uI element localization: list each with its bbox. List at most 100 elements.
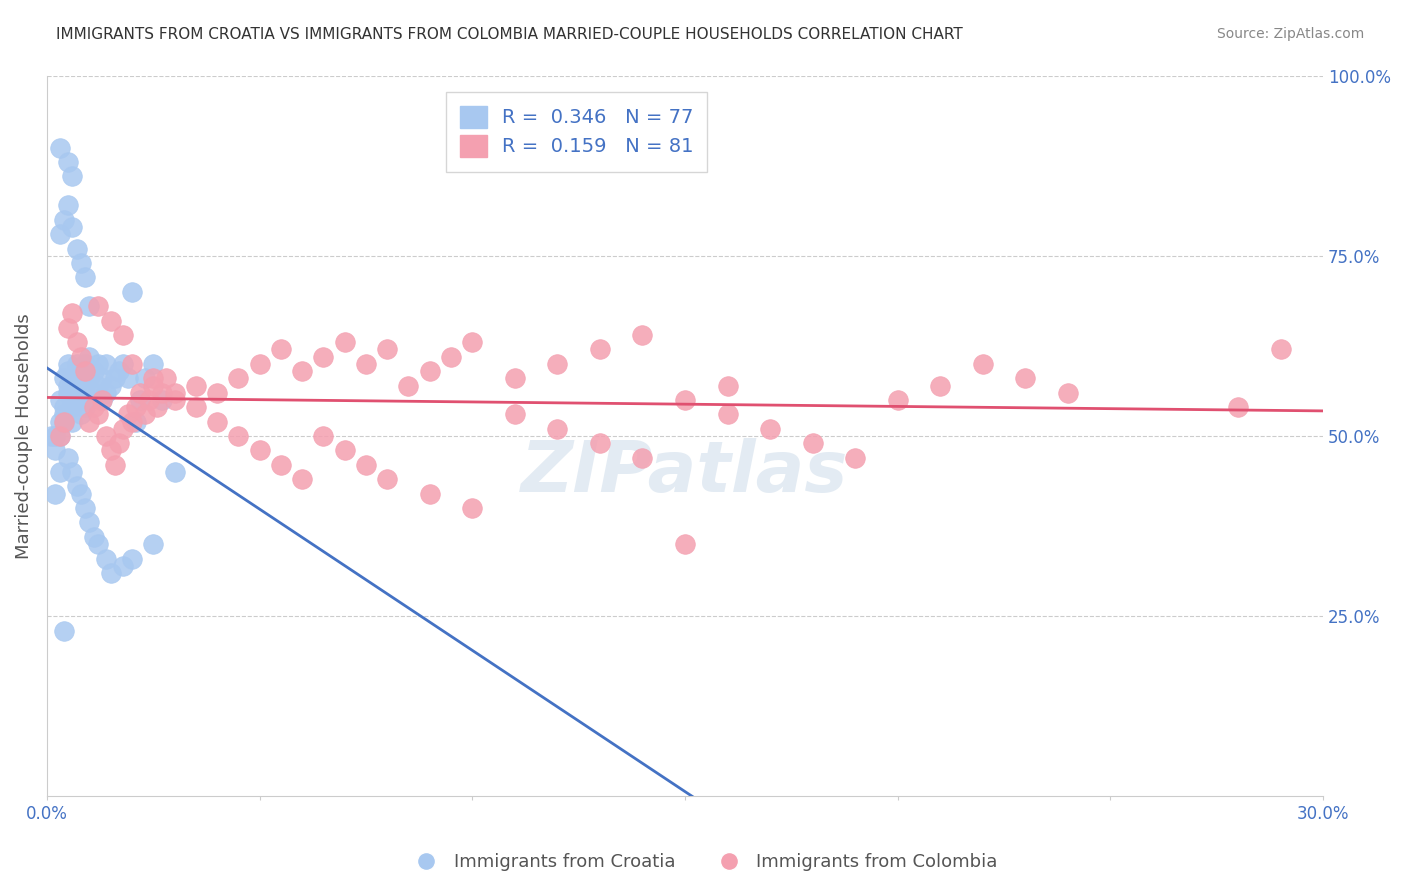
Point	[52, 212, 75, 227]
Point	[70, 256, 93, 270]
Point	[142, 378, 165, 392]
Point	[461, 335, 484, 350]
Point	[70, 408, 93, 422]
Point	[56, 450, 79, 465]
Point	[150, 392, 173, 407]
Point	[100, 566, 122, 580]
Point	[631, 450, 654, 465]
Point	[96, 429, 118, 443]
Point	[62, 169, 84, 184]
Point	[312, 429, 335, 443]
Point	[121, 357, 143, 371]
Point	[589, 343, 612, 357]
Point	[375, 343, 398, 357]
Point	[44, 443, 66, 458]
Point	[134, 408, 156, 422]
Point	[503, 408, 526, 422]
Text: IMMIGRANTS FROM CROATIA VS IMMIGRANTS FROM COLOMBIA MARRIED-COUPLE HOUSEHOLDS CO: IMMIGRANTS FROM CROATIA VS IMMIGRANTS FR…	[56, 27, 963, 42]
Point	[205, 385, 228, 400]
Point	[150, 385, 173, 400]
Point	[129, 385, 152, 400]
Point	[354, 357, 377, 371]
Point	[440, 350, 463, 364]
Point	[75, 501, 97, 516]
Point	[48, 392, 70, 407]
Point	[673, 537, 696, 551]
Point	[75, 400, 97, 414]
Point	[48, 429, 70, 443]
Point	[44, 429, 66, 443]
Point	[249, 443, 271, 458]
Point	[100, 313, 122, 327]
Point	[62, 371, 84, 385]
Point	[1227, 400, 1250, 414]
Point	[184, 400, 207, 414]
Point	[100, 443, 122, 458]
Legend: Immigrants from Croatia, Immigrants from Colombia: Immigrants from Croatia, Immigrants from…	[401, 847, 1005, 879]
Point	[121, 415, 143, 429]
Point	[75, 378, 97, 392]
Point	[62, 400, 84, 414]
Point	[83, 385, 105, 400]
Point	[142, 537, 165, 551]
Point	[79, 299, 101, 313]
Point	[155, 371, 177, 385]
Point	[70, 350, 93, 364]
Point	[87, 537, 110, 551]
Point	[163, 385, 186, 400]
Point	[104, 458, 127, 472]
Point	[48, 140, 70, 154]
Point	[56, 198, 79, 212]
Point	[163, 465, 186, 479]
Point	[66, 335, 89, 350]
Point	[716, 378, 738, 392]
Point	[228, 429, 250, 443]
Point	[716, 408, 738, 422]
Point	[163, 392, 186, 407]
Point	[312, 350, 335, 364]
Point	[87, 408, 110, 422]
Point	[48, 415, 70, 429]
Point	[75, 357, 97, 371]
Point	[56, 364, 79, 378]
Point	[104, 371, 127, 385]
Point	[125, 400, 148, 414]
Point	[75, 270, 97, 285]
Text: Source: ZipAtlas.com: Source: ZipAtlas.com	[1216, 27, 1364, 41]
Point	[108, 364, 131, 378]
Point	[205, 415, 228, 429]
Point	[138, 392, 160, 407]
Point	[52, 415, 75, 429]
Point	[91, 392, 114, 407]
Point	[546, 357, 568, 371]
Point	[972, 357, 994, 371]
Point	[461, 501, 484, 516]
Point	[142, 371, 165, 385]
Point	[146, 400, 169, 414]
Point	[270, 458, 292, 472]
Point	[96, 385, 118, 400]
Point	[419, 486, 441, 500]
Point	[52, 624, 75, 638]
Point	[419, 364, 441, 378]
Point	[112, 328, 135, 343]
Point	[117, 371, 139, 385]
Point	[134, 371, 156, 385]
Point	[75, 364, 97, 378]
Point	[66, 242, 89, 256]
Point	[112, 558, 135, 573]
Point	[375, 472, 398, 486]
Point	[48, 465, 70, 479]
Point	[48, 227, 70, 241]
Point	[546, 422, 568, 436]
Point	[398, 378, 420, 392]
Point	[56, 385, 79, 400]
Point	[96, 551, 118, 566]
Point	[631, 328, 654, 343]
Point	[1057, 385, 1080, 400]
Point	[249, 357, 271, 371]
Point	[87, 357, 110, 371]
Point	[62, 415, 84, 429]
Point	[91, 392, 114, 407]
Point	[184, 378, 207, 392]
